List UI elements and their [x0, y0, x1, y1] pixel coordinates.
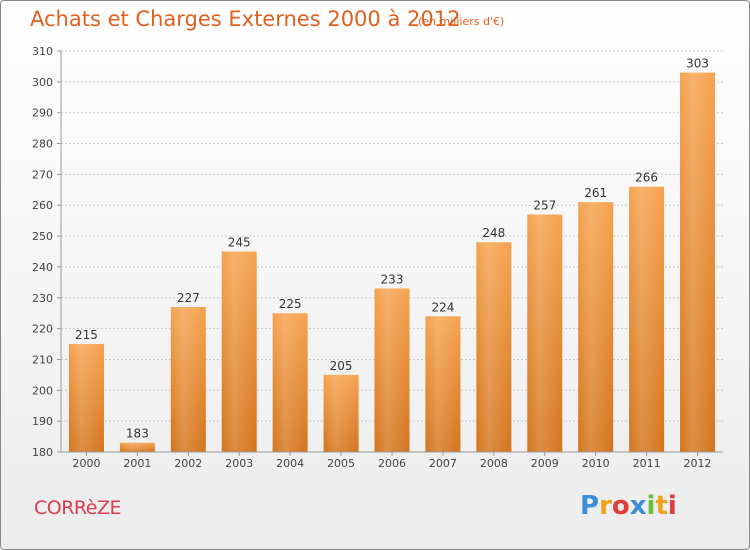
logo-letter: o: [611, 491, 630, 521]
bar-highlight: [170, 307, 206, 452]
y-tick-label: 220: [32, 323, 53, 336]
bar-value-label: 225: [279, 297, 302, 311]
y-tick-label: 300: [32, 76, 53, 89]
bar-highlight: [374, 288, 410, 452]
bar-highlight: [425, 316, 461, 452]
bar-value-label: 205: [330, 359, 353, 373]
x-tick-label: 2004: [276, 457, 304, 470]
bar-highlight: [578, 202, 614, 452]
x-tick-label: 2000: [72, 457, 100, 470]
logo-letter: r: [599, 491, 612, 521]
bar-value-label: 233: [381, 273, 404, 287]
y-tick-label: 290: [32, 107, 53, 120]
bar-value-label: 248: [482, 226, 505, 240]
x-tick-label: 2002: [174, 457, 202, 470]
bar-value-label: 227: [177, 291, 200, 305]
y-tick-label: 270: [32, 168, 53, 181]
x-tick-label: 2003: [225, 457, 253, 470]
x-tick-label: 2010: [582, 457, 610, 470]
y-tick-label: 190: [32, 415, 53, 428]
y-tick-label: 310: [32, 45, 53, 58]
x-tick-label: 2009: [531, 457, 559, 470]
logo-letter: x: [629, 491, 647, 521]
y-tick-label: 230: [32, 292, 53, 305]
bar-highlight: [68, 344, 104, 452]
x-tick-label: 2012: [684, 457, 712, 470]
chart-title: Achats et Charges Externes 2000 à 2012: [30, 7, 461, 31]
bar-value-label: 266: [635, 171, 658, 185]
region-label: CORRèZE: [34, 497, 121, 519]
chart-subtitle: (en milliers d'€): [418, 15, 505, 28]
logo-letter: P: [580, 491, 600, 521]
y-tick-label: 180: [32, 446, 53, 459]
x-tick-label: 2006: [378, 457, 406, 470]
bar-value-label: 183: [126, 427, 149, 441]
bar-value-label: 245: [228, 236, 251, 250]
y-axis: 180 190 200 210 220 230 240 250 260 270 280 290 300 3…: [32, 45, 62, 459]
bar-value-label: 261: [584, 186, 607, 200]
bar-highlight: [476, 242, 512, 452]
bar-highlight: [272, 313, 308, 452]
x-tick-label: 2011: [633, 457, 661, 470]
y-tick-label: 210: [32, 353, 53, 366]
y-tick-label: 260: [32, 199, 53, 212]
bar-highlight: [119, 442, 155, 452]
y-tick-label: 250: [32, 230, 53, 243]
proxiti-logo: Proxiti: [580, 491, 677, 521]
x-tick-label: 2001: [123, 457, 151, 470]
bar-value-label: 303: [686, 57, 709, 71]
logo-letter: t: [655, 491, 668, 521]
x-tick-label: 2007: [429, 457, 457, 470]
bars: 215 183 227 245 225 205 233 224 248 257 261 266 303: [68, 57, 716, 452]
bar-value-label: 215: [75, 328, 98, 342]
x-axis: 2000 2001 2002 2003 2004 2005 2006 2007 2008 2009…: [61, 451, 723, 470]
logo-letter: i: [646, 491, 656, 521]
bar-highlight: [629, 186, 665, 452]
bar-value-label: 224: [431, 300, 454, 314]
bar-highlight: [680, 72, 716, 452]
bar-highlight: [527, 214, 563, 452]
x-tick-label: 2005: [327, 457, 355, 470]
logo-letter: i: [667, 491, 677, 521]
bar-value-label: 257: [533, 198, 556, 212]
bar-highlight: [221, 251, 257, 452]
bar-highlight: [323, 374, 359, 452]
y-tick-label: 240: [32, 261, 53, 274]
y-tick-label: 280: [32, 138, 53, 151]
y-tick-label: 200: [32, 384, 53, 397]
x-tick-label: 2008: [480, 457, 508, 470]
